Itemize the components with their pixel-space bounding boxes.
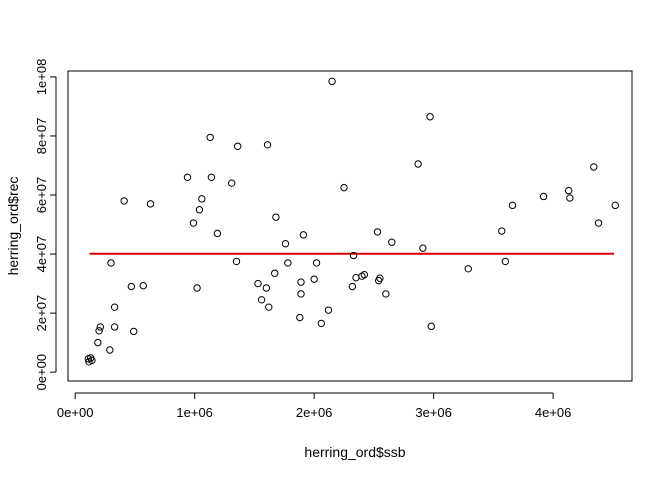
- data-points: [84, 77, 619, 366]
- data-point: [281, 240, 290, 248]
- data-point: [419, 244, 427, 252]
- data-point: [189, 219, 198, 227]
- plot-box: [67, 70, 633, 382]
- data-point: [566, 194, 574, 202]
- data-point: [426, 113, 434, 121]
- data-point: [254, 279, 262, 288]
- data-point: [110, 303, 119, 311]
- data-point: [317, 319, 326, 328]
- data-point: [120, 197, 128, 205]
- data-point: [296, 313, 304, 322]
- data-point: [373, 228, 382, 236]
- data-point: [284, 259, 292, 267]
- data-point: [193, 284, 201, 292]
- data-point: [299, 231, 308, 239]
- data-point: [183, 173, 192, 181]
- data-point: [96, 323, 104, 331]
- data-point: [272, 213, 280, 221]
- data-point: [88, 356, 96, 365]
- data-point: [107, 259, 115, 267]
- data-point: [139, 281, 147, 290]
- data-point: [328, 77, 336, 86]
- data-point: [611, 201, 619, 210]
- data-point: [130, 327, 138, 336]
- x-axis: 0e+00 1e+06 2e+06 3e+06 4e+06: [57, 392, 572, 420]
- data-point: [232, 257, 241, 266]
- data-point: [146, 200, 155, 208]
- data-point: [414, 160, 422, 168]
- data-point: [352, 273, 360, 282]
- data-point: [95, 327, 103, 335]
- x-axis-label: herring_ord$ssb: [304, 444, 405, 460]
- data-point: [257, 296, 266, 304]
- y-tick-label: 8e+07: [34, 118, 49, 155]
- data-point: [198, 195, 206, 203]
- data-point: [590, 163, 598, 171]
- data-point: [594, 219, 603, 227]
- x-tick-label: 1e+06: [176, 405, 213, 420]
- data-point: [382, 290, 390, 298]
- data-point: [207, 173, 216, 181]
- data-point: [312, 259, 321, 267]
- data-point: [110, 323, 119, 331]
- data-point: [310, 275, 318, 283]
- data-point: [297, 290, 305, 298]
- data-point: [539, 192, 548, 201]
- data-point: [508, 201, 517, 210]
- data-point: [564, 186, 573, 195]
- data-point: [106, 346, 114, 354]
- data-point: [233, 142, 242, 150]
- data-point: [271, 269, 279, 277]
- data-point: [297, 278, 305, 286]
- data-point: [360, 271, 369, 279]
- data-point: [464, 265, 472, 273]
- data-point: [348, 282, 357, 291]
- data-point: [265, 303, 273, 311]
- y-tick-label: 1e+08: [34, 59, 49, 96]
- data-point: [263, 141, 272, 149]
- data-point: [262, 284, 271, 292]
- y-tick-label: 0e+00: [34, 354, 49, 391]
- data-point: [195, 206, 204, 214]
- data-point: [94, 338, 102, 347]
- data-point: [427, 322, 435, 331]
- data-point: [388, 238, 396, 246]
- data-point: [206, 133, 214, 142]
- y-tick-label: 4e+07: [34, 236, 49, 273]
- data-point: [349, 251, 358, 260]
- x-tick-label: 0e+00: [57, 405, 94, 420]
- data-point: [127, 282, 136, 291]
- data-point: [498, 227, 506, 235]
- y-axis: 0e+00 2e+07 4e+07 6e+07 8e+07 1e+08: [34, 59, 57, 391]
- x-tick-label: 3e+06: [415, 405, 452, 420]
- data-point: [340, 183, 348, 192]
- y-axis-label: herring_ord$rec: [5, 177, 21, 276]
- data-point: [501, 257, 510, 266]
- y-tick-label: 6e+07: [34, 177, 49, 214]
- y-tick-label: 2e+07: [34, 295, 49, 332]
- data-point: [213, 229, 222, 238]
- x-tick-label: 2e+06: [296, 405, 333, 420]
- data-point: [376, 274, 384, 282]
- x-tick-label: 4e+06: [535, 405, 572, 420]
- data-point: [228, 179, 236, 187]
- data-point: [324, 306, 333, 314]
